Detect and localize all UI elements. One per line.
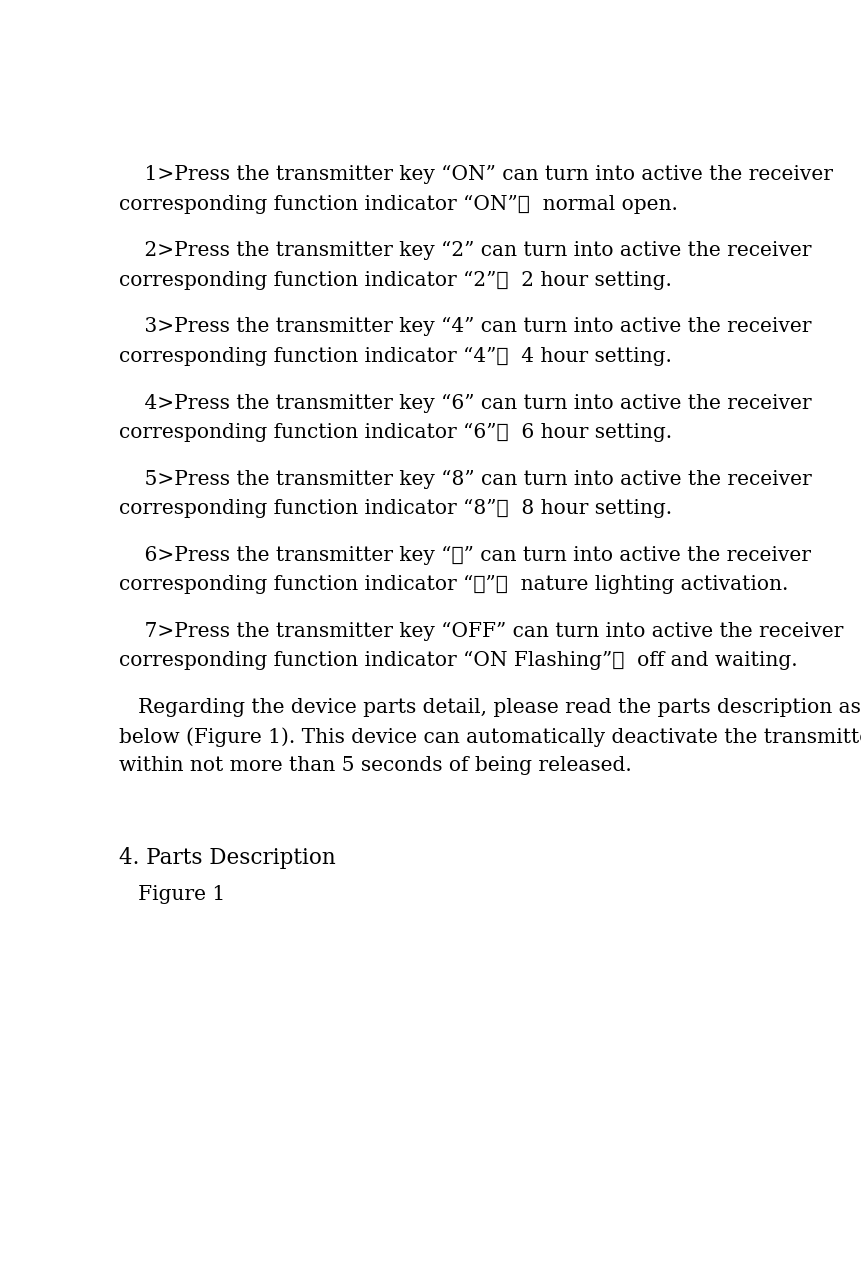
Text: Regarding the device parts detail, please read the parts description as: Regarding the device parts detail, pleas… [120,697,861,716]
Text: 5>Press the transmitter key “8” can turn into active the receiver: 5>Press the transmitter key “8” can turn… [120,469,812,488]
Text: corresponding function indicator “6”，  6 hour setting.: corresponding function indicator “6”， 6 … [120,422,672,441]
Text: corresponding function indicator “8”，  8 hour setting.: corresponding function indicator “8”， 8 … [120,499,672,518]
Text: 1>Press the transmitter key “ON” can turn into active the receiver: 1>Press the transmitter key “ON” can tur… [120,165,833,184]
Text: corresponding function indicator “ON”，  normal open.: corresponding function indicator “ON”， n… [120,194,678,213]
Text: Figure 1: Figure 1 [120,885,226,904]
Text: 4>Press the transmitter key “6” can turn into active the receiver: 4>Press the transmitter key “6” can turn… [120,393,812,412]
Text: corresponding function indicator “☉”，  nature lighting activation.: corresponding function indicator “☉”， na… [120,575,789,594]
Text: 7>Press the transmitter key “OFF” can turn into active the receiver: 7>Press the transmitter key “OFF” can tu… [120,622,844,641]
Text: 4. Parts Description: 4. Parts Description [120,847,336,869]
Text: 2>Press the transmitter key “2” can turn into active the receiver: 2>Press the transmitter key “2” can turn… [120,241,812,260]
Text: 6>Press the transmitter key “☉” can turn into active the receiver: 6>Press the transmitter key “☉” can turn… [120,546,811,565]
Text: corresponding function indicator “2”，  2 hour setting.: corresponding function indicator “2”， 2 … [120,271,672,290]
Text: corresponding function indicator “ON Flashing”，  off and waiting.: corresponding function indicator “ON Fla… [120,651,798,670]
Text: within not more than 5 seconds of being released.: within not more than 5 seconds of being … [120,757,632,776]
Text: corresponding function indicator “4”，  4 hour setting.: corresponding function indicator “4”， 4 … [120,347,672,366]
Text: below (Figure 1). This device can automatically deactivate the transmitter: below (Figure 1). This device can automa… [120,728,861,747]
Text: 3>Press the transmitter key “4” can turn into active the receiver: 3>Press the transmitter key “4” can turn… [120,318,812,337]
